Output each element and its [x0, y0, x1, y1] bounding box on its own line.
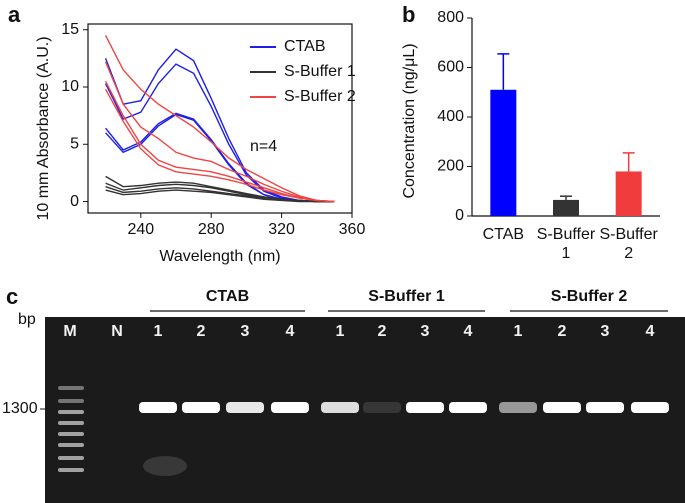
ladder-band [58, 456, 84, 460]
y-tick-label: 400 [437, 108, 464, 125]
lane-label: 4 [646, 323, 655, 340]
gel-band [406, 402, 444, 413]
bar [490, 89, 517, 216]
x-tick-label: 280 [198, 221, 225, 238]
lane-label: 3 [601, 323, 610, 340]
y-axis-label: Concentration (ng/μL) [401, 43, 418, 198]
y-tick-label: 0 [455, 207, 464, 224]
y-tick-label: 0 [70, 193, 79, 210]
gel-band [363, 402, 401, 413]
spectrum-line [104, 61, 335, 203]
lane-label: 3 [241, 323, 250, 340]
y-tick-label: 200 [437, 158, 464, 175]
lane-label: 1 [154, 323, 163, 340]
x-tick-label: 240 [127, 221, 154, 238]
spectrum-line [104, 63, 335, 203]
panel-label: c [6, 284, 18, 309]
ladder-band [58, 432, 84, 436]
bar [553, 199, 579, 216]
marker-label: 1300 [2, 400, 38, 417]
spectrum-line [105, 189, 335, 203]
lane-label: 2 [197, 323, 206, 340]
y-tick-label: 15 [61, 21, 79, 38]
y-tick-label: 600 [437, 59, 464, 76]
gel-band [139, 402, 177, 413]
spectrum-line [104, 88, 335, 203]
ladder-band [58, 468, 84, 472]
x-tick-label: CTAB [482, 226, 525, 243]
legend-label: CTAB [284, 38, 325, 55]
ladder-band [58, 410, 84, 414]
legend-label: S-Buffer 1 [284, 63, 356, 80]
panel-label: a [8, 2, 21, 27]
gel-band [631, 402, 669, 413]
x-tick-label: S-Buffer 1 [536, 226, 596, 262]
gel-band [226, 402, 264, 413]
gel-band [449, 402, 487, 413]
lane-label: 2 [378, 323, 387, 340]
lane-label: 1 [514, 323, 523, 340]
ladder-band [58, 399, 84, 403]
y-tick-label: 800 [437, 9, 464, 26]
spectrum-line [104, 35, 335, 203]
annotation: n=4 [250, 138, 277, 155]
lane-label: 4 [286, 323, 295, 340]
y-axis-label: 10 mm Absorbance (A.U.) [35, 36, 52, 220]
ladder-band [58, 443, 84, 447]
legend-label: S-Buffer 2 [284, 88, 356, 105]
y-tick-label: 10 [61, 78, 79, 95]
gel-band [499, 402, 537, 413]
lane-label: 4 [464, 323, 473, 340]
x-tick-label: 360 [339, 221, 366, 238]
group-label: CTAB [206, 288, 249, 305]
x-tick-label: S-Buffer 2 [599, 226, 658, 262]
lane-label: 2 [558, 323, 567, 340]
gel-band [271, 402, 309, 413]
x-tick-label: 320 [268, 221, 295, 238]
ladder-band [58, 421, 84, 425]
gel-band [321, 402, 359, 413]
gel-band [586, 402, 624, 413]
ladder-band [58, 386, 84, 390]
lane-label: N [111, 323, 123, 340]
x-axis-label: Wavelength (nm) [159, 248, 280, 265]
gel-band [182, 402, 220, 413]
lane-label: 1 [336, 323, 345, 340]
panel-label: b [402, 2, 415, 27]
bar [615, 171, 642, 216]
group-label: S-Buffer 2 [551, 288, 628, 305]
gel-smear [143, 456, 187, 476]
gel-band [543, 402, 581, 413]
group-label: S-Buffer 1 [368, 288, 445, 305]
lane-label: 3 [421, 323, 430, 340]
y-tick-label: 5 [70, 135, 79, 152]
plot-frame [87, 23, 353, 214]
lane-label: M [63, 323, 76, 340]
unit-label: bp [18, 311, 36, 328]
